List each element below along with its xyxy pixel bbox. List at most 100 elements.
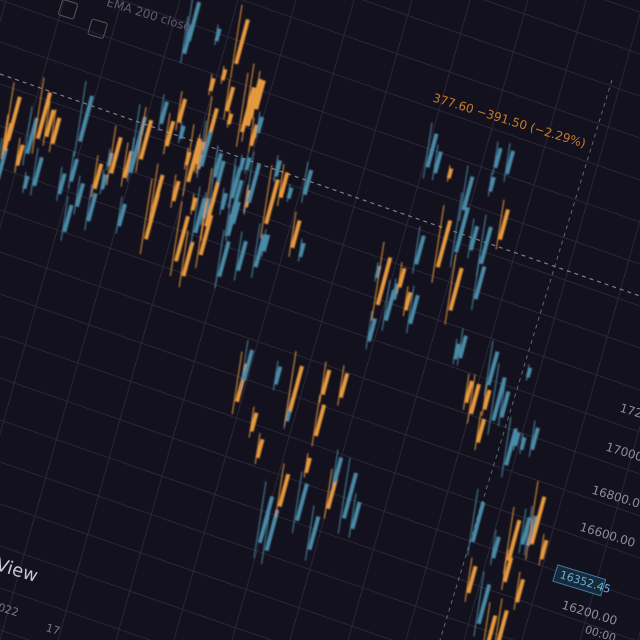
candle-wick [14,138,21,173]
candle-body [74,182,86,208]
candle-body [495,610,509,640]
candle-wick [169,201,183,277]
candle-body [446,167,454,179]
candle-wick [371,241,385,321]
grid-line [463,12,640,640]
candle-wick [483,602,491,640]
grid-line [0,293,640,517]
candle-wick [233,231,243,281]
candle-wick [291,471,303,533]
candle-wick [231,351,243,415]
grid-line [0,461,515,640]
candle-body [278,171,290,199]
candle-wick [175,91,183,131]
candle-wick [251,223,261,279]
candle-wick [331,449,339,491]
candle-wick [467,488,479,556]
candle-wick [255,111,261,139]
candle-wick [396,261,403,294]
candle-body [219,192,229,210]
candle-wick [200,168,213,241]
date-label: 17 [44,621,61,638]
price-tag: 16352.45 00:00 [552,564,617,640]
candle-wick [483,340,494,397]
candle-wick [139,178,153,255]
candle-wick [489,529,497,566]
candle-body [32,156,44,187]
collapse-button[interactable] [58,0,79,20]
candle-wick [475,214,487,277]
candle-body [69,158,79,182]
candle-body [178,125,186,140]
candle-wick [467,218,475,259]
candle-wick [248,117,255,153]
candle-body [506,519,522,562]
candle-wick [538,533,545,566]
candle-wick [183,0,193,54]
candle-wick [497,382,506,426]
candle-body [350,501,362,530]
candle-wick [248,406,255,438]
collapse-button[interactable] [87,18,108,39]
candle-body [408,294,420,325]
candle-body [214,28,222,42]
candle-wick [219,187,225,215]
candle-body [414,235,426,265]
candle-wick [431,205,445,283]
candle-wick [495,199,505,250]
candle-wick [272,360,279,391]
candle-wick [501,416,512,478]
grid-line [57,0,239,640]
candle-wick [235,72,249,147]
candle-body [117,203,127,227]
candle-wick [473,571,485,637]
candle-wick [2,82,15,155]
candle-wick [276,164,285,207]
candle-wick [323,468,333,519]
candle-body [261,234,271,252]
candle-wick [239,339,249,391]
candle-body [464,380,474,404]
candle-body [454,206,470,253]
candle-wick [252,70,261,119]
candle-body [375,256,393,306]
candle-body [493,147,503,169]
candle-body [204,182,220,227]
candle-wick [474,411,482,451]
candle-wick [525,481,539,560]
candle-wick [513,571,521,610]
candle-wick [182,124,195,197]
candle-wick [402,286,409,317]
candle-wick [422,122,433,179]
candle-body [304,457,312,474]
grid-line [240,0,640,139]
candle-body [264,509,280,552]
candle-wick [180,16,189,64]
candle-wick [56,166,63,201]
candle-body [208,77,216,92]
candle-body [486,351,500,386]
candle-body [240,86,256,133]
candle-body [22,175,30,190]
candle-wick [444,254,457,325]
candle-body [320,369,332,396]
candle-wick [48,109,57,153]
candle-body [62,204,74,233]
grid-line [173,0,355,640]
candle-wick [466,374,476,424]
candle-wick [518,508,527,554]
candle-wick [178,230,189,288]
candle-body [15,144,25,167]
candle-wick [348,493,357,538]
candle-body [264,179,280,225]
candle-body [159,101,169,125]
candle-body [245,78,263,127]
grid-line [289,0,471,640]
candle-body [277,473,291,508]
candle-body [326,478,338,510]
candle-wick [22,106,33,166]
grid-line [119,0,640,181]
candle-body [397,267,407,288]
grid-line [0,167,640,391]
candle-body [470,501,486,543]
